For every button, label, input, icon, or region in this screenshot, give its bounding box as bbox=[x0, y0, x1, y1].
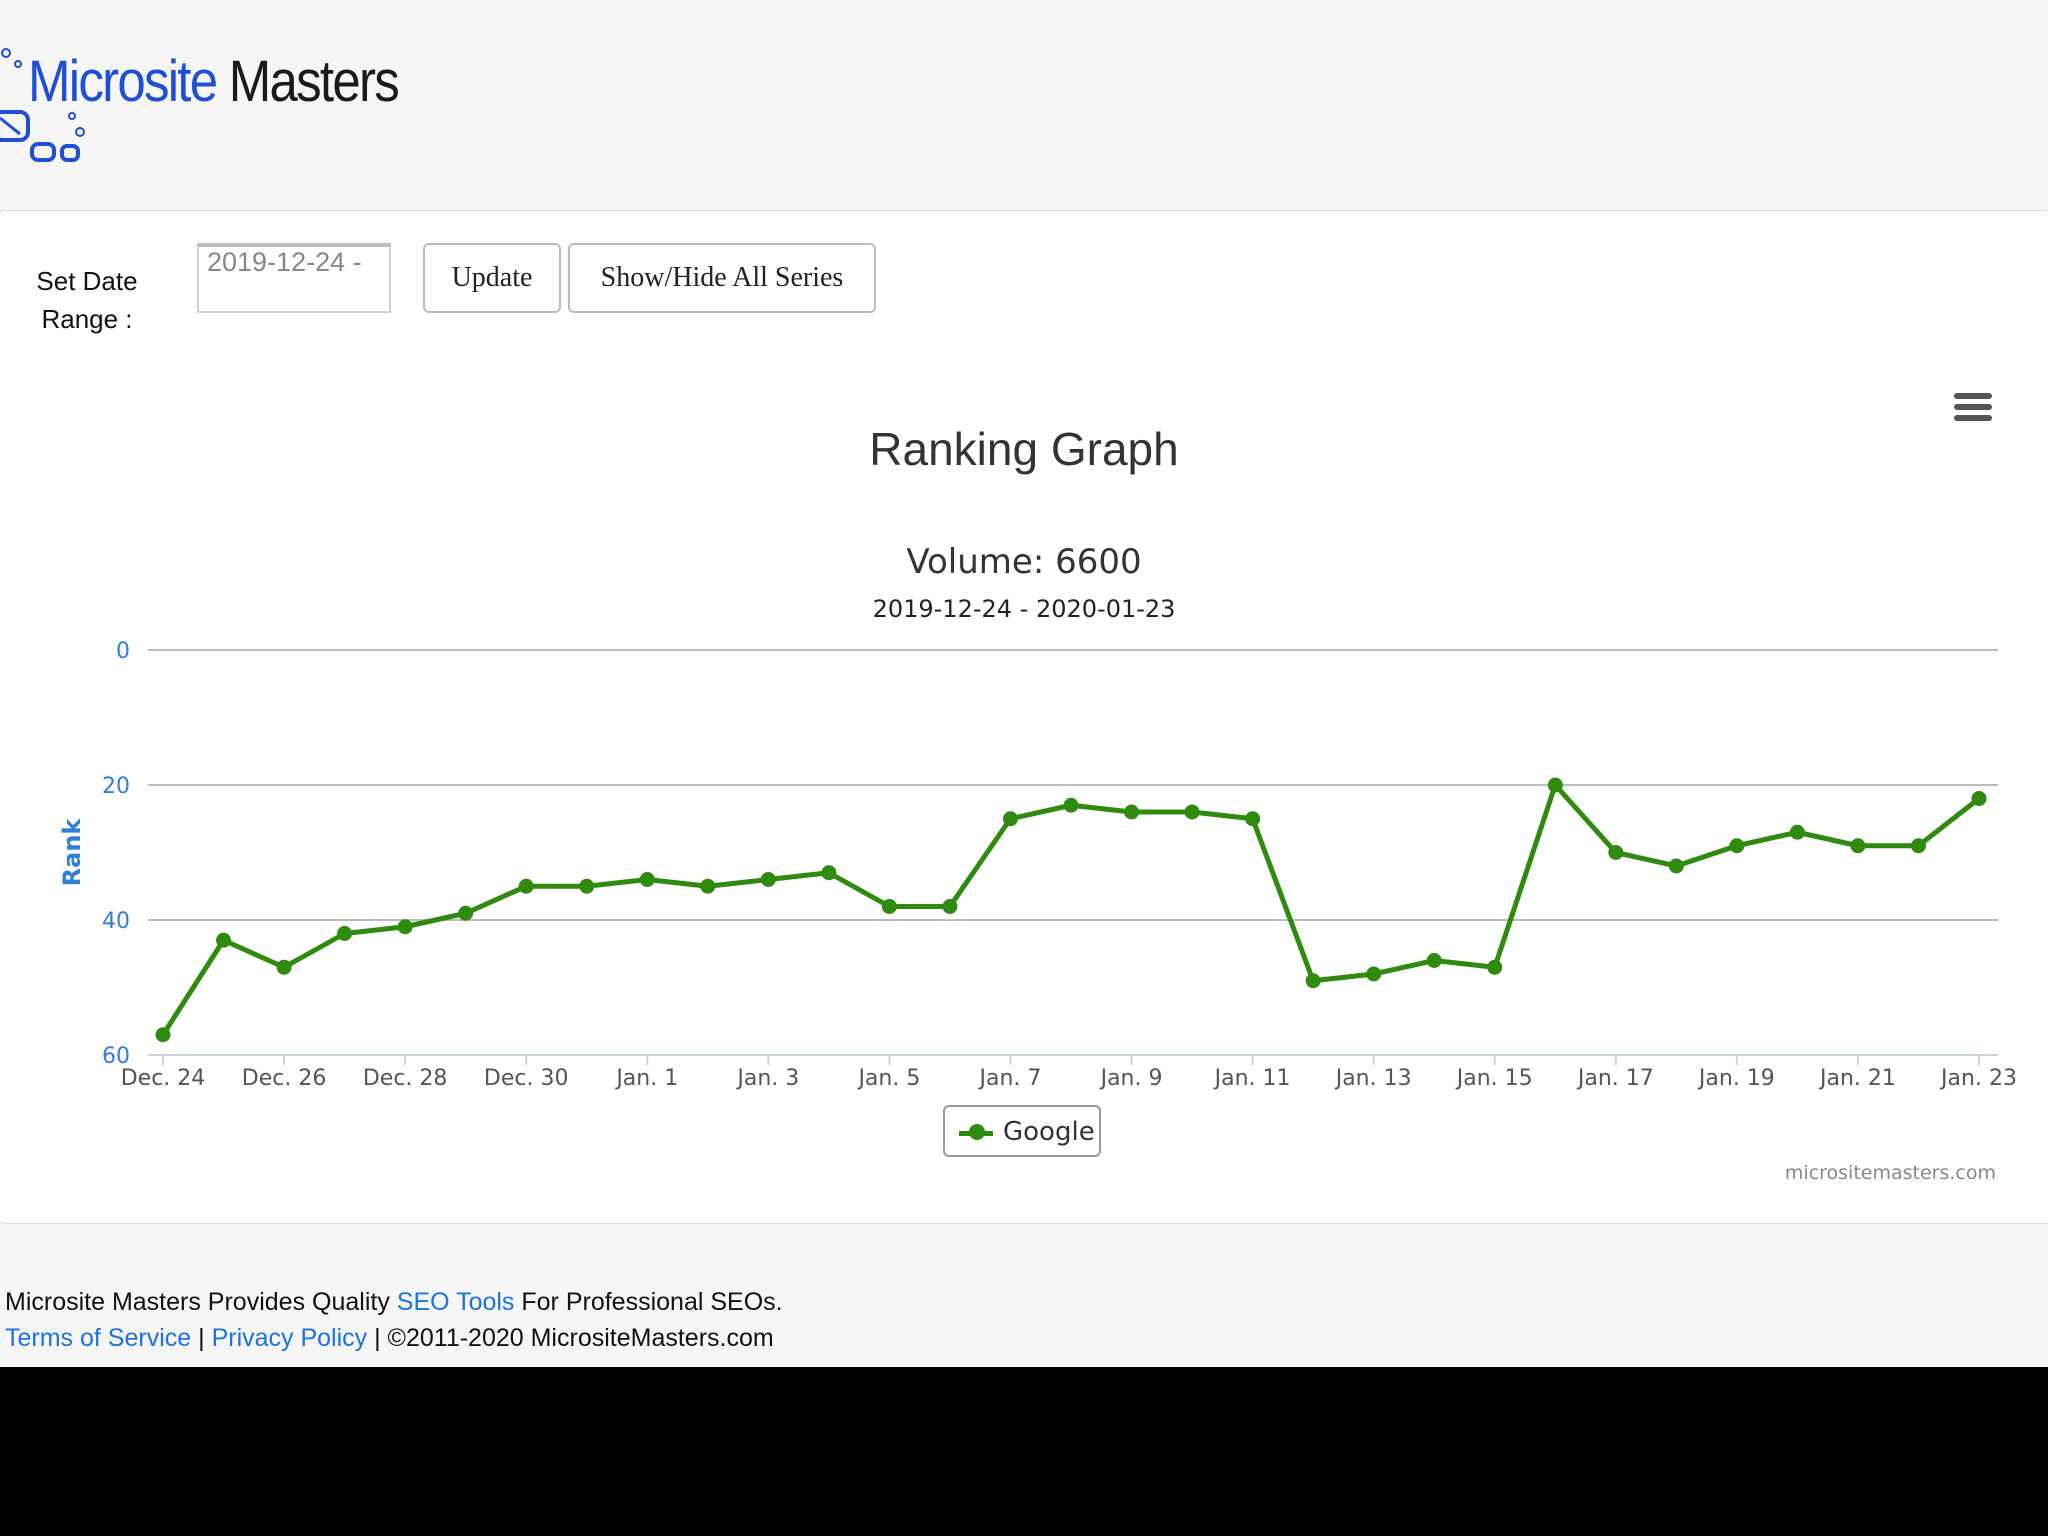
x-tick-label: Jan. 1 bbox=[614, 1066, 678, 1091]
data-point bbox=[1184, 804, 1200, 820]
data-point bbox=[1426, 953, 1442, 968]
data-point bbox=[276, 959, 292, 975]
x-tick-label: Dec. 28 bbox=[363, 1066, 448, 1091]
x-tick-label: Jan. 13 bbox=[1334, 1066, 1412, 1091]
footer-separator: | bbox=[191, 1324, 212, 1352]
data-point bbox=[1608, 845, 1624, 860]
data-point bbox=[942, 899, 958, 914]
y-tick-label: 20 bbox=[102, 774, 130, 799]
data-point bbox=[1002, 811, 1018, 827]
data-point bbox=[1366, 966, 1382, 982]
logo-word-masters: Masters bbox=[228, 49, 400, 114]
data-point bbox=[1487, 959, 1503, 975]
chart-subtitle: Volume: 6600 bbox=[906, 542, 1142, 582]
x-tick-label: Dec. 24 bbox=[121, 1066, 206, 1091]
x-tick-label: Jan. 17 bbox=[1576, 1066, 1654, 1091]
data-point bbox=[1547, 777, 1563, 793]
ranking-line-chart: 0 20 40 60 Rank Dec. 24 Dec. 26 Dec. 28 Dec. 30 J… bbox=[58, 639, 2017, 1091]
chart-title: Ranking Graph bbox=[869, 423, 1179, 475]
footer: Microsite Masters Provides Quality SEO T… bbox=[5, 1284, 783, 1356]
data-point bbox=[155, 1027, 171, 1043]
legend-marker-icon bbox=[969, 1124, 985, 1140]
data-point bbox=[518, 878, 534, 894]
logo-wordmark: Microsite Masters bbox=[28, 48, 400, 115]
data-point bbox=[1063, 797, 1079, 813]
x-tick-label: Jan. 7 bbox=[978, 1066, 1042, 1091]
y-axis-label: Rank bbox=[58, 818, 86, 887]
update-button[interactable]: Update bbox=[423, 243, 561, 313]
data-point bbox=[1124, 804, 1140, 820]
x-tick-label: Dec. 26 bbox=[242, 1066, 327, 1091]
show-hide-all-series-button[interactable]: Show/Hide All Series bbox=[568, 243, 876, 313]
data-point bbox=[1729, 838, 1745, 854]
footer-links: Terms of Service | Privacy Policy | ©201… bbox=[5, 1320, 783, 1356]
series-line-google bbox=[160, 782, 1981, 1037]
x-tick-label: Jan. 9 bbox=[1099, 1066, 1163, 1091]
x-tick-label: Jan. 21 bbox=[1818, 1066, 1896, 1091]
data-point bbox=[216, 932, 232, 948]
privacy-policy-link[interactable]: Privacy Policy bbox=[211, 1324, 368, 1352]
footer-tagline: Microsite Masters Provides Quality SEO T… bbox=[5, 1284, 783, 1320]
footer-copyright: | ©2011-2020 MicrositeMasters.com bbox=[367, 1324, 774, 1352]
data-point bbox=[760, 872, 776, 887]
logo-bubbles-icon bbox=[0, 48, 85, 162]
data-point bbox=[579, 878, 595, 894]
legend-item-google[interactable]: Google bbox=[943, 1105, 1101, 1157]
data-point bbox=[1850, 838, 1866, 854]
data-point bbox=[700, 878, 716, 894]
data-point bbox=[1971, 791, 1987, 806]
chart-date-range: 2019-12-24 - 2020-01-23 bbox=[872, 595, 1176, 623]
chart-menu-icon[interactable] bbox=[1954, 393, 1992, 423]
x-tick-label: Jan. 23 bbox=[1939, 1066, 2017, 1091]
x-tick-label: Jan. 3 bbox=[735, 1066, 799, 1091]
data-point bbox=[1668, 858, 1684, 874]
x-tick-label: Jan. 15 bbox=[1455, 1066, 1533, 1091]
data-point bbox=[1245, 811, 1261, 827]
y-tick-label: 0 bbox=[116, 639, 130, 664]
data-point bbox=[639, 872, 655, 887]
y-tick-label: 60 bbox=[102, 1044, 130, 1069]
legend-label: Google bbox=[1003, 1117, 1095, 1147]
data-point bbox=[881, 899, 897, 914]
data-point bbox=[337, 926, 353, 941]
x-tick-label: Jan. 19 bbox=[1697, 1066, 1775, 1091]
data-point bbox=[397, 919, 413, 935]
set-date-range-label: Set Date Range : bbox=[36, 266, 138, 334]
seo-tools-link[interactable]: SEO Tools bbox=[396, 1288, 515, 1316]
chart-credit[interactable]: micrositemasters.com bbox=[1784, 1162, 1996, 1184]
data-point bbox=[821, 865, 837, 881]
x-tick-label: Jan. 5 bbox=[856, 1066, 920, 1091]
x-tick-label: Dec. 30 bbox=[484, 1066, 569, 1091]
date-range-input[interactable]: 2019-12-24 - bbox=[197, 243, 391, 313]
data-point bbox=[458, 905, 474, 921]
x-tick-label: Jan. 11 bbox=[1213, 1066, 1291, 1091]
site-logo[interactable]: Microsite Masters bbox=[0, 40, 400, 170]
footer-tagline-prefix: Microsite Masters Provides Quality bbox=[5, 1288, 397, 1316]
data-point bbox=[1789, 824, 1805, 840]
y-tick-label: 40 bbox=[102, 909, 130, 934]
logo-word-microsite: Microsite bbox=[28, 49, 218, 114]
terms-of-service-link[interactable]: Terms of Service bbox=[5, 1324, 192, 1352]
data-point bbox=[1910, 838, 1926, 854]
footer-tagline-suffix: For Professional SEOs. bbox=[514, 1288, 783, 1316]
data-point bbox=[1305, 973, 1321, 989]
